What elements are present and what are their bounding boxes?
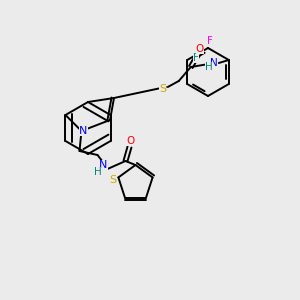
Text: H: H — [94, 167, 101, 177]
Text: N: N — [79, 126, 88, 136]
Text: O: O — [196, 44, 204, 54]
Text: F: F — [207, 36, 213, 46]
Text: S: S — [109, 176, 116, 185]
Text: O: O — [126, 136, 135, 146]
Text: N: N — [99, 160, 108, 170]
Text: N: N — [210, 58, 218, 68]
Text: F: F — [193, 53, 199, 63]
Text: S: S — [159, 84, 166, 94]
Text: H: H — [205, 62, 213, 72]
